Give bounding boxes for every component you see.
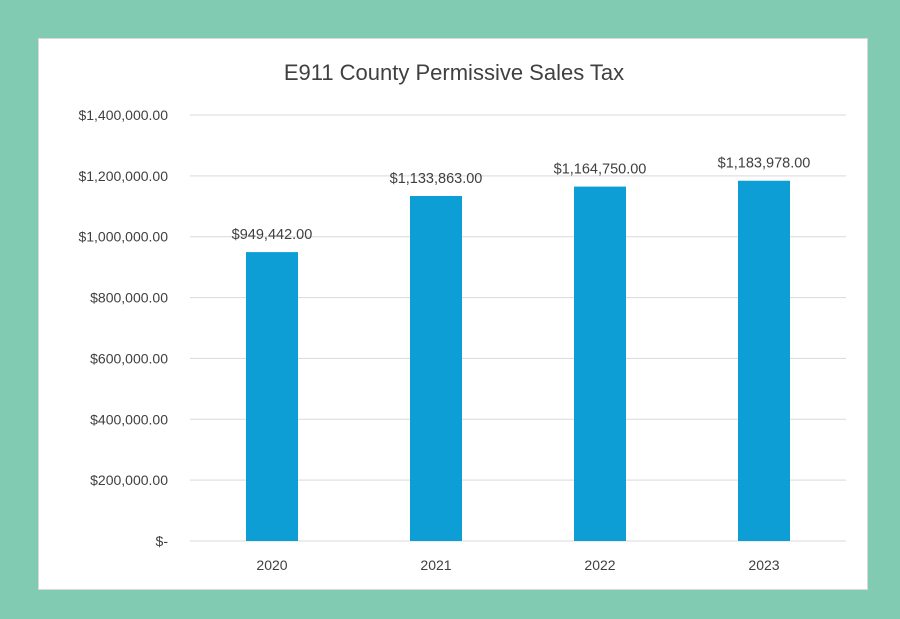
bar-2022: [574, 186, 626, 541]
x-tick-label: 2022: [584, 557, 615, 573]
x-tick-label: 2023: [748, 557, 779, 573]
y-tick-label: $200,000.00: [90, 472, 168, 488]
x-tick-label: 2021: [420, 557, 451, 573]
y-axis-ticks: $- $200,000.00 $400,000.00 $600,000.00 $800,…: [78, 107, 168, 549]
data-labels: $949,442.00 $1,133,863.00 $1,164,750.00 $1,…: [232, 156, 811, 243]
chart-title: E911 County Permissive Sales Tax: [284, 60, 624, 85]
data-label-2020: $949,442.00: [232, 227, 313, 243]
x-tick-label: 2020: [256, 557, 287, 573]
x-axis-ticks: 2020 2021 2022 2023: [256, 557, 779, 573]
data-label-2021: $1,133,863.00: [390, 171, 483, 187]
y-tick-label: $-: [156, 533, 169, 549]
bar-2020: [246, 252, 298, 541]
bars: [246, 180, 790, 541]
y-tick-label: $800,000.00: [90, 290, 168, 306]
data-label-2022: $1,164,750.00: [554, 162, 647, 178]
bar-2021: [410, 195, 462, 541]
y-tick-label: $600,000.00: [90, 350, 168, 366]
y-tick-label: $1,200,000.00: [78, 168, 168, 184]
y-tick-label: $1,000,000.00: [78, 229, 168, 245]
y-tick-label: $1,400,000.00: [78, 107, 168, 123]
gridlines: [190, 114, 846, 542]
data-label-2023: $1,183,978.00: [718, 156, 811, 172]
bar-2023: [738, 180, 790, 541]
y-tick-label: $400,000.00: [90, 411, 168, 427]
